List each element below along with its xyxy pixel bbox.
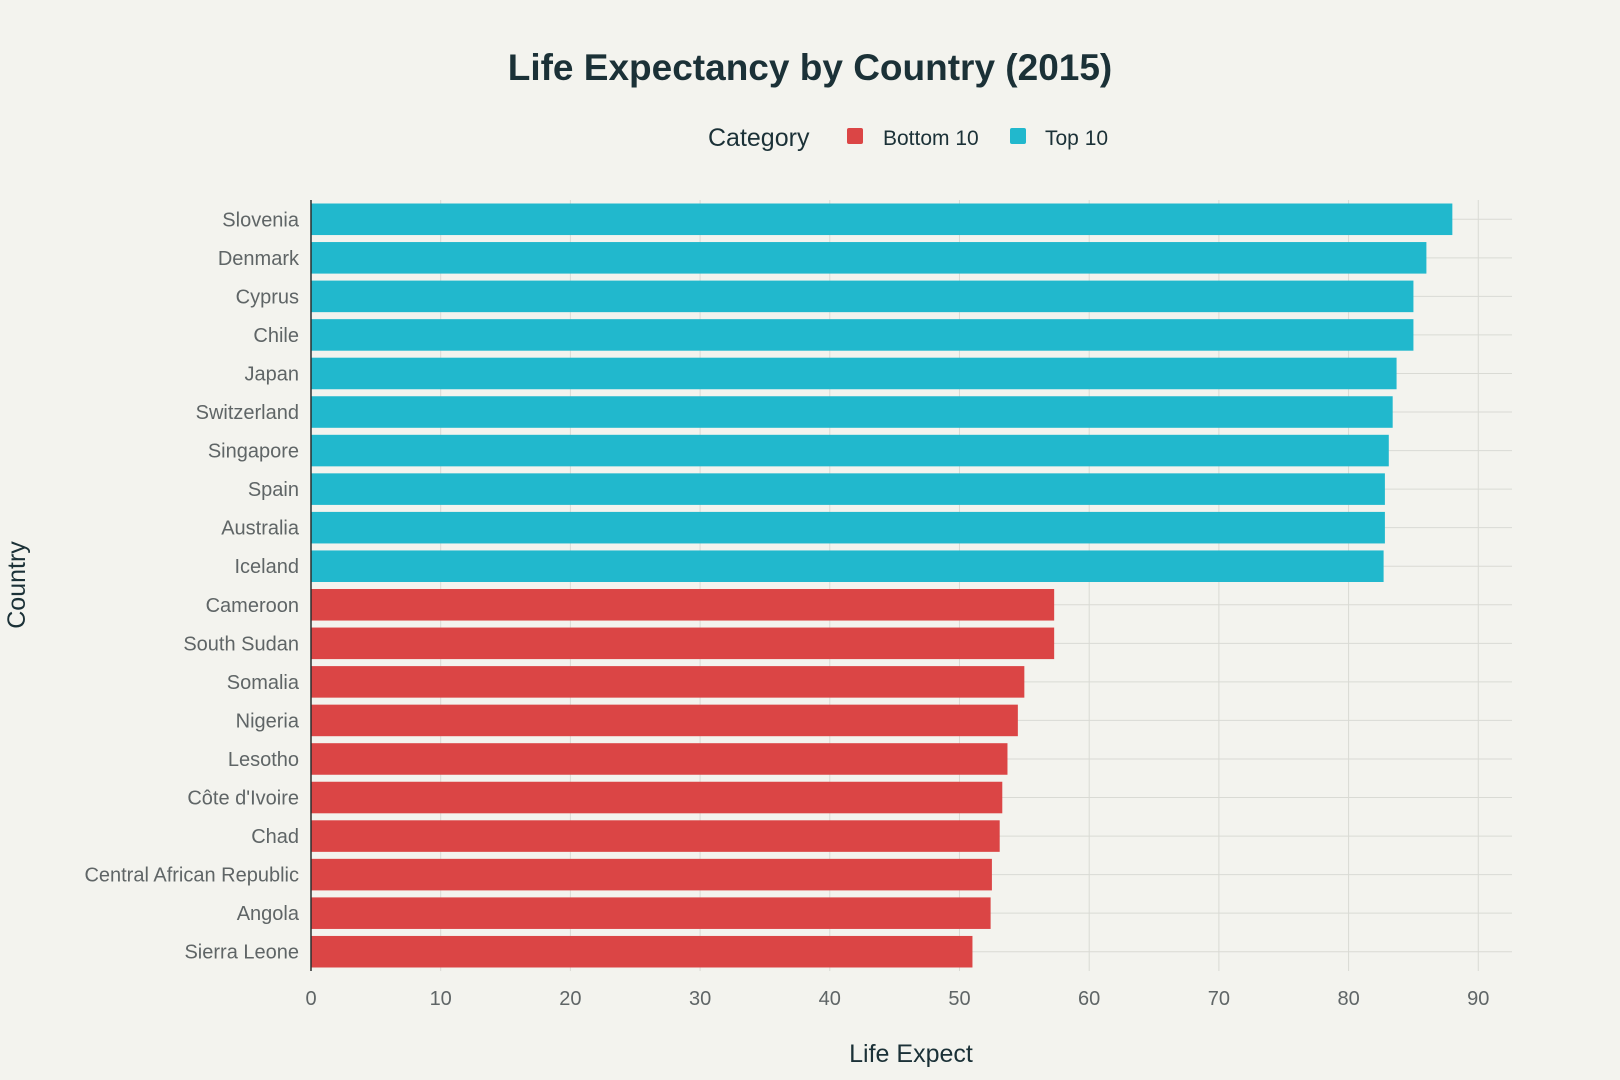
x-tick-label-0: 0 (305, 988, 316, 1010)
bar-chad[interactable] (311, 820, 1000, 852)
bar-south-sudan[interactable] (311, 627, 1055, 660)
category-label-switzerland: Switzerland (196, 402, 299, 424)
x-axis-title: Life Expect (849, 1040, 973, 1068)
bar-iceland[interactable] (311, 550, 1384, 582)
x-tick-label-70: 70 (1208, 988, 1230, 1010)
x-tick-label-20: 20 (559, 988, 581, 1010)
x-tick-label-40: 40 (819, 988, 841, 1010)
legend-swatch-bottom-10[interactable] (847, 128, 863, 144)
x-tick-label-80: 80 (1337, 988, 1359, 1010)
legend-label-bottom-10[interactable]: Bottom 10 (883, 127, 979, 150)
category-label-lesotho: Lesotho (228, 749, 299, 771)
category-label-cyprus: Cyprus (236, 286, 299, 308)
bar-singapore[interactable] (311, 434, 1389, 467)
bar-somalia[interactable] (311, 666, 1025, 698)
x-tick-label-60: 60 (1078, 988, 1100, 1010)
category-label-somalia: Somalia (227, 672, 300, 694)
bar-cyprus[interactable] (311, 280, 1414, 313)
bar-denmark[interactable] (311, 242, 1427, 274)
category-label-denmark: Denmark (218, 248, 300, 270)
bar-spain[interactable] (311, 473, 1385, 505)
bar-japan[interactable] (311, 357, 1397, 390)
gridlines (311, 200, 1512, 971)
bar-slovenia[interactable] (311, 203, 1453, 236)
category-label-chile: Chile (253, 325, 299, 347)
legend-swatch-top-10[interactable] (1010, 128, 1026, 144)
category-labels: Slovenia Denmark Cyprus Chile Japan Switzerla… (84, 209, 300, 963)
bar-chile[interactable] (311, 319, 1414, 351)
legend: Category Bottom 10 Top 10 (708, 124, 1108, 152)
x-tick-label-50: 50 (948, 988, 970, 1010)
category-label-nigeria: Nigeria (236, 710, 300, 732)
category-label-central-african-republic: Central African Republic (84, 865, 299, 887)
category-label-angola: Angola (237, 903, 300, 925)
category-label-cameroon: Cameroon (206, 595, 299, 617)
bar-angola[interactable] (311, 897, 991, 929)
x-tick-label-90: 90 (1467, 988, 1489, 1010)
bar-australia[interactable] (311, 511, 1385, 544)
bar-cameroon[interactable] (311, 589, 1055, 621)
category-label-chad: Chad (251, 826, 299, 848)
bar-nigeria[interactable] (311, 704, 1018, 737)
category-label-spain: Spain (248, 479, 299, 501)
y-axis-title: Country (3, 541, 31, 629)
category-label-australia: Australia (221, 518, 300, 540)
category-label-iceland: Iceland (235, 556, 300, 578)
x-tick-label-10: 10 (430, 988, 452, 1010)
bar-lesotho[interactable] (311, 743, 1008, 775)
x-tick-label-30: 30 (689, 988, 711, 1010)
bar-cote-d-ivoire[interactable] (311, 781, 1003, 814)
bar-sierra-leone[interactable] (311, 935, 973, 968)
category-label-singapore: Singapore (208, 441, 299, 463)
category-label-slovenia: Slovenia (222, 209, 300, 231)
category-label-south-sudan: South Sudan (183, 633, 299, 655)
bar-switzerland[interactable] (311, 396, 1393, 428)
category-label-sierra-leone: Sierra Leone (184, 942, 299, 964)
bar-central-african-republic[interactable] (311, 858, 992, 891)
legend-label-top-10[interactable]: Top 10 (1045, 127, 1108, 150)
x-tick-labels: 0 10 20 30 40 50 60 70 80 90 (305, 988, 1489, 1010)
legend-title: Category (708, 124, 810, 152)
chart-title: Life Expectancy by Country (2015) (508, 47, 1113, 88)
category-label-cote-d-ivoire: Côte d'Ivoire (187, 788, 299, 810)
bars (311, 203, 1453, 968)
category-label-japan: Japan (245, 363, 300, 385)
